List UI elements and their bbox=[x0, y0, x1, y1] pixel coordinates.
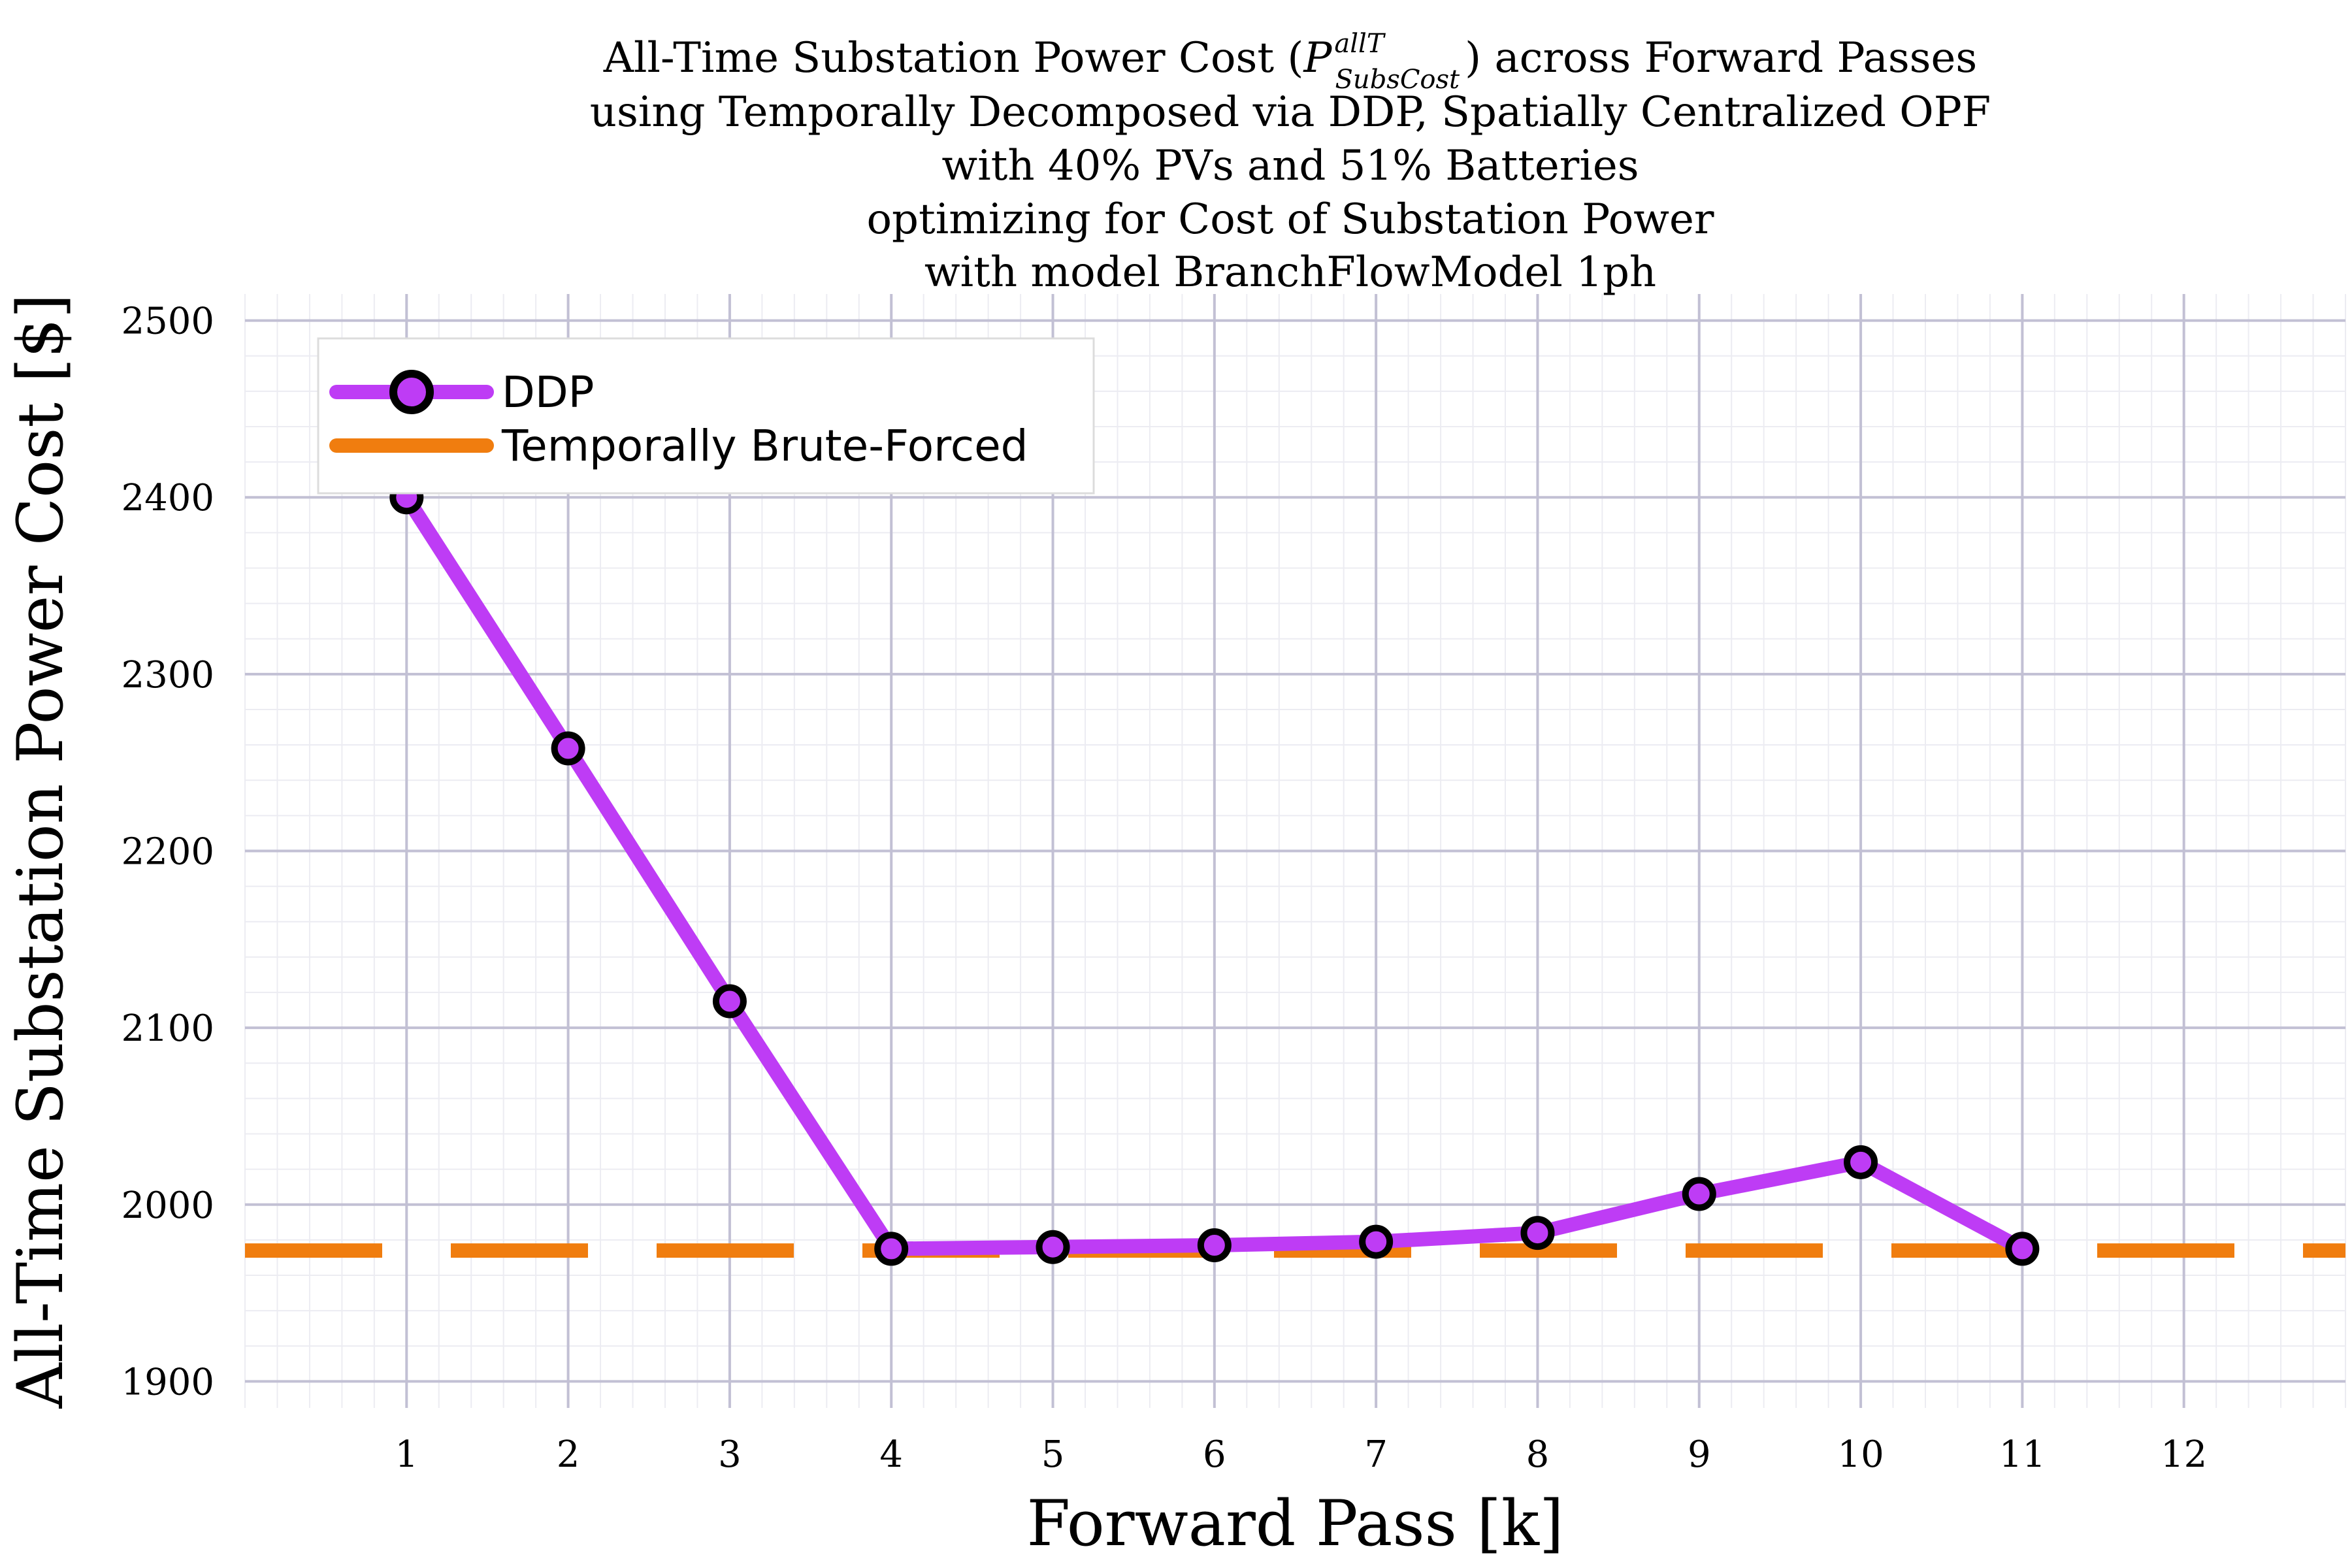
x-tick-label: 1 bbox=[395, 1433, 418, 1476]
legend-marker-ddp bbox=[389, 370, 434, 414]
x-tick-label: 10 bbox=[1837, 1433, 1884, 1476]
y-tick-label: 2400 bbox=[121, 477, 214, 519]
data-point-ddp bbox=[1036, 1230, 1070, 1264]
x-tick-labels: 1 2 3 4 5 6 7 8 9 10 11 12 bbox=[395, 1433, 2207, 1476]
y-tick-labels: 1900 2000 2100 2200 2300 2400 2500 bbox=[121, 301, 214, 1404]
data-point-ddp bbox=[874, 1232, 909, 1266]
major-grid bbox=[245, 294, 2345, 1408]
x-tick-label: 7 bbox=[1364, 1433, 1388, 1476]
title-line-2: using Temporally Decomposed via DDP, Spa… bbox=[590, 88, 1991, 137]
title-line-1: All-Time Substation Power Cost (P allT Sub… bbox=[603, 29, 1977, 95]
x-tick-label: 8 bbox=[1526, 1433, 1550, 1476]
axis-labels: Forward Pass [k] All-Time Substation Powe… bbox=[4, 294, 1563, 1560]
x-tick-label: 9 bbox=[1688, 1433, 1711, 1476]
y-axis-label: All-Time Substation Power Cost [$] bbox=[4, 294, 77, 1409]
series-layer bbox=[245, 480, 2345, 1266]
y-tick-label: 2100 bbox=[121, 1007, 214, 1050]
x-tick-label: 4 bbox=[879, 1433, 903, 1476]
y-tick-label: 1900 bbox=[121, 1361, 214, 1403]
y-tick-label: 2500 bbox=[121, 301, 214, 343]
x-tick-label: 2 bbox=[557, 1433, 580, 1476]
x-tick-label: 3 bbox=[718, 1433, 742, 1476]
data-point-ddp bbox=[1520, 1216, 1555, 1250]
y-tick-label: 2300 bbox=[121, 654, 214, 696]
y-tick-label: 2200 bbox=[121, 831, 214, 874]
data-point-ddp bbox=[1197, 1228, 1232, 1263]
chart-title: All-Time Substation Power Cost (P allT Sub… bbox=[590, 29, 1991, 297]
data-point-ddp bbox=[1359, 1224, 1394, 1259]
data-point-ddp bbox=[1682, 1177, 1716, 1211]
x-tick-label: 6 bbox=[1203, 1433, 1226, 1476]
y-tick-label: 2000 bbox=[121, 1184, 214, 1227]
legend-box bbox=[317, 337, 1095, 495]
x-tick-label: 5 bbox=[1041, 1433, 1065, 1476]
title-line-5: with model BranchFlowModel 1ph bbox=[924, 248, 1656, 297]
data-point-ddp bbox=[712, 984, 747, 1019]
data-point-ddp bbox=[1844, 1145, 1878, 1179]
legend-label-ddp: DDP bbox=[502, 367, 594, 417]
title-line-4: optimizing for Cost of Substation Power bbox=[867, 195, 1714, 244]
x-tick-label: 12 bbox=[2161, 1433, 2207, 1476]
x-tick-label: 11 bbox=[1999, 1433, 2046, 1476]
data-point-ddp bbox=[2005, 1232, 2040, 1266]
title-line-3: with 40% PVs and 51% Batteries bbox=[941, 142, 1639, 190]
data-point-ddp bbox=[551, 731, 585, 766]
x-axis-label: Forward Pass [k] bbox=[1027, 1487, 1564, 1560]
legend-label-brute-forced: Temporally Brute-Forced bbox=[501, 421, 1028, 471]
